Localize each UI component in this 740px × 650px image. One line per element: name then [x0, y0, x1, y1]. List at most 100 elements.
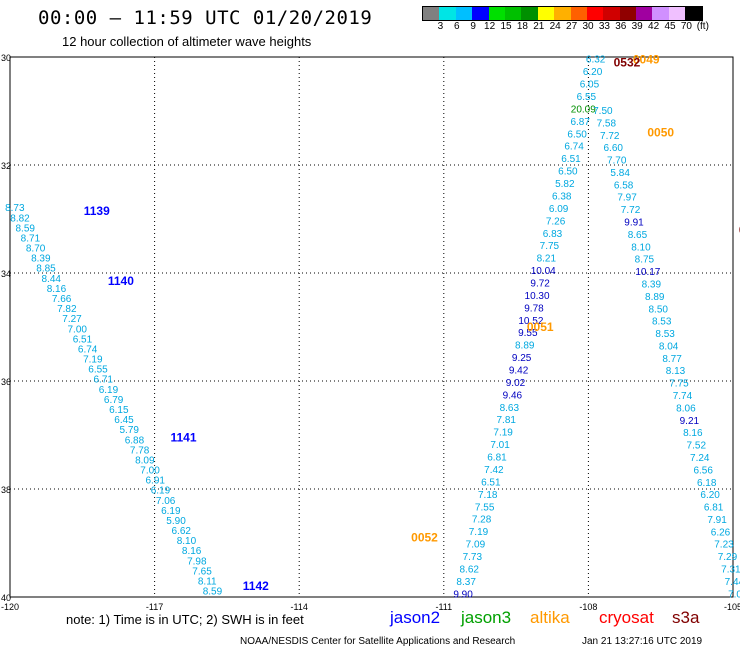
colorbar-swatch: [685, 7, 702, 20]
colorbar-swatch: [488, 7, 505, 20]
swh-value: 7.06: [156, 496, 176, 507]
lat-label: 38: [1, 485, 11, 495]
swh-value: 6.50: [558, 167, 578, 178]
colorbar-swatch: [570, 7, 587, 20]
colorbar-swatch: [439, 7, 456, 20]
swh-value: 10.17: [635, 267, 660, 278]
swh-value: 7.81: [497, 415, 517, 426]
swh-value: 6.55: [577, 92, 597, 103]
swh-value: 7.75: [669, 379, 689, 390]
swh-value: 7.72: [621, 205, 641, 216]
swh-value: 7.04: [728, 589, 740, 600]
swh-value: 6.51: [561, 154, 581, 165]
legend-s3a: s3a: [672, 608, 700, 627]
swh-value: 6.55: [88, 365, 108, 376]
swh-value: 7.27: [62, 314, 82, 325]
colorbar-label: 42: [648, 21, 660, 32]
swh-value: 8.04: [659, 341, 679, 352]
swh-value: 8.63: [500, 403, 520, 414]
swh-value: 5.84: [610, 168, 630, 179]
swh-value: 10.52: [518, 316, 543, 327]
swh-value: 7.26: [546, 216, 566, 227]
swh-value: 7.72: [600, 131, 620, 142]
swh-value: 7.82: [57, 304, 77, 315]
swh-value: 6.62: [172, 526, 192, 537]
colorbar-swatch: [619, 7, 637, 20]
colorbar-swatch: [636, 7, 653, 20]
swh-value: 7.19: [83, 355, 103, 366]
swh-value: 7.55: [475, 502, 495, 513]
swh-value: 6.51: [73, 334, 93, 345]
swh-value: 8.65: [628, 230, 648, 241]
swh-value: 8.39: [31, 254, 51, 265]
colorbar-swatch: [668, 7, 686, 20]
legend-cryosat: cryosat: [599, 608, 654, 627]
swh-value: 9.55: [518, 328, 538, 339]
swh-value: 7.19: [469, 527, 489, 538]
legend-jason3: jason3: [461, 608, 512, 627]
swh-value: 8.75: [635, 255, 655, 266]
map-title: 00:00 – 11:59 UTC 01/20/2019: [38, 7, 373, 29]
swh-value: 6.45: [114, 415, 134, 426]
swh-value: 6.91: [145, 476, 165, 487]
swh-value: 7.73: [463, 552, 483, 563]
swh-value: 6.18: [697, 478, 717, 489]
colorbar-swatch: [603, 7, 620, 20]
swh-value: 5.79: [119, 425, 139, 436]
pass-time-label: 1139: [84, 204, 110, 218]
pass-time-label: 0531: [739, 223, 740, 237]
map-frame: [9, 56, 734, 598]
swh-value: 8.13: [666, 366, 686, 377]
swh-value: 9.72: [530, 278, 550, 289]
swh-value: 8.53: [655, 329, 675, 340]
swh-value: 6.20: [583, 67, 603, 78]
map-subtitle: 12 hour collection of altimeter wave hei…: [62, 34, 312, 49]
swh-value: 6.58: [614, 180, 634, 191]
swh-value: 9.21: [680, 416, 700, 427]
swh-value: 7.29: [718, 552, 738, 563]
swh-value: 7.01: [490, 440, 510, 451]
colorbar-swatch: [504, 7, 522, 20]
swh-value: 6.60: [604, 143, 624, 154]
swh-value: 6.05: [580, 80, 600, 91]
colorbar-label: 70: [680, 21, 692, 32]
swh-value: 7.19: [493, 428, 513, 439]
swh-value: 6.38: [552, 191, 572, 202]
swh-value: 6.56: [693, 465, 713, 476]
lat-label: 34: [1, 269, 11, 279]
swh-value: 20.09: [571, 104, 596, 115]
swh-value: 7.52: [687, 441, 707, 452]
swh-value: 7.75: [540, 241, 560, 252]
swh-value: 7.23: [714, 540, 734, 551]
swh-value: 7.65: [192, 566, 212, 577]
swh-value: 6.15: [109, 405, 129, 416]
colorbar-label: 6: [454, 21, 460, 32]
swh-value: 8.82: [10, 213, 30, 224]
swh-value: 7.09: [466, 540, 486, 551]
swh-value: 8.06: [676, 403, 696, 414]
swh-value: 6.83: [543, 229, 563, 240]
colorbar-swatch: [554, 7, 571, 20]
pass-time-label: 0052: [411, 531, 438, 545]
swh-value: 7.97: [617, 193, 637, 204]
lat-label: 40: [1, 593, 11, 603]
colorbar-swatch: [652, 7, 669, 20]
colorbar-label: (ft): [696, 21, 709, 32]
swh-value: 8.85: [36, 264, 56, 275]
swh-value: 7.91: [707, 515, 727, 526]
swh-value: 7.00: [140, 466, 160, 477]
swh-value: 8.50: [648, 304, 668, 315]
swh-value: 8.77: [662, 354, 682, 365]
swh-value: 6.87: [570, 117, 590, 128]
colorbar-label: 3: [437, 21, 444, 32]
lon-label: -114: [291, 602, 308, 612]
swh-value: 6.19: [161, 506, 181, 517]
swh-value: 8.10: [177, 536, 197, 547]
swh-value: 8.89: [515, 341, 535, 352]
swh-value: 8.44: [41, 274, 61, 285]
swh-value: 6.81: [704, 503, 724, 514]
swh-value: 8.21: [537, 254, 557, 265]
colorbar-label: 33: [598, 21, 610, 32]
swh-value: 10.04: [531, 266, 556, 277]
